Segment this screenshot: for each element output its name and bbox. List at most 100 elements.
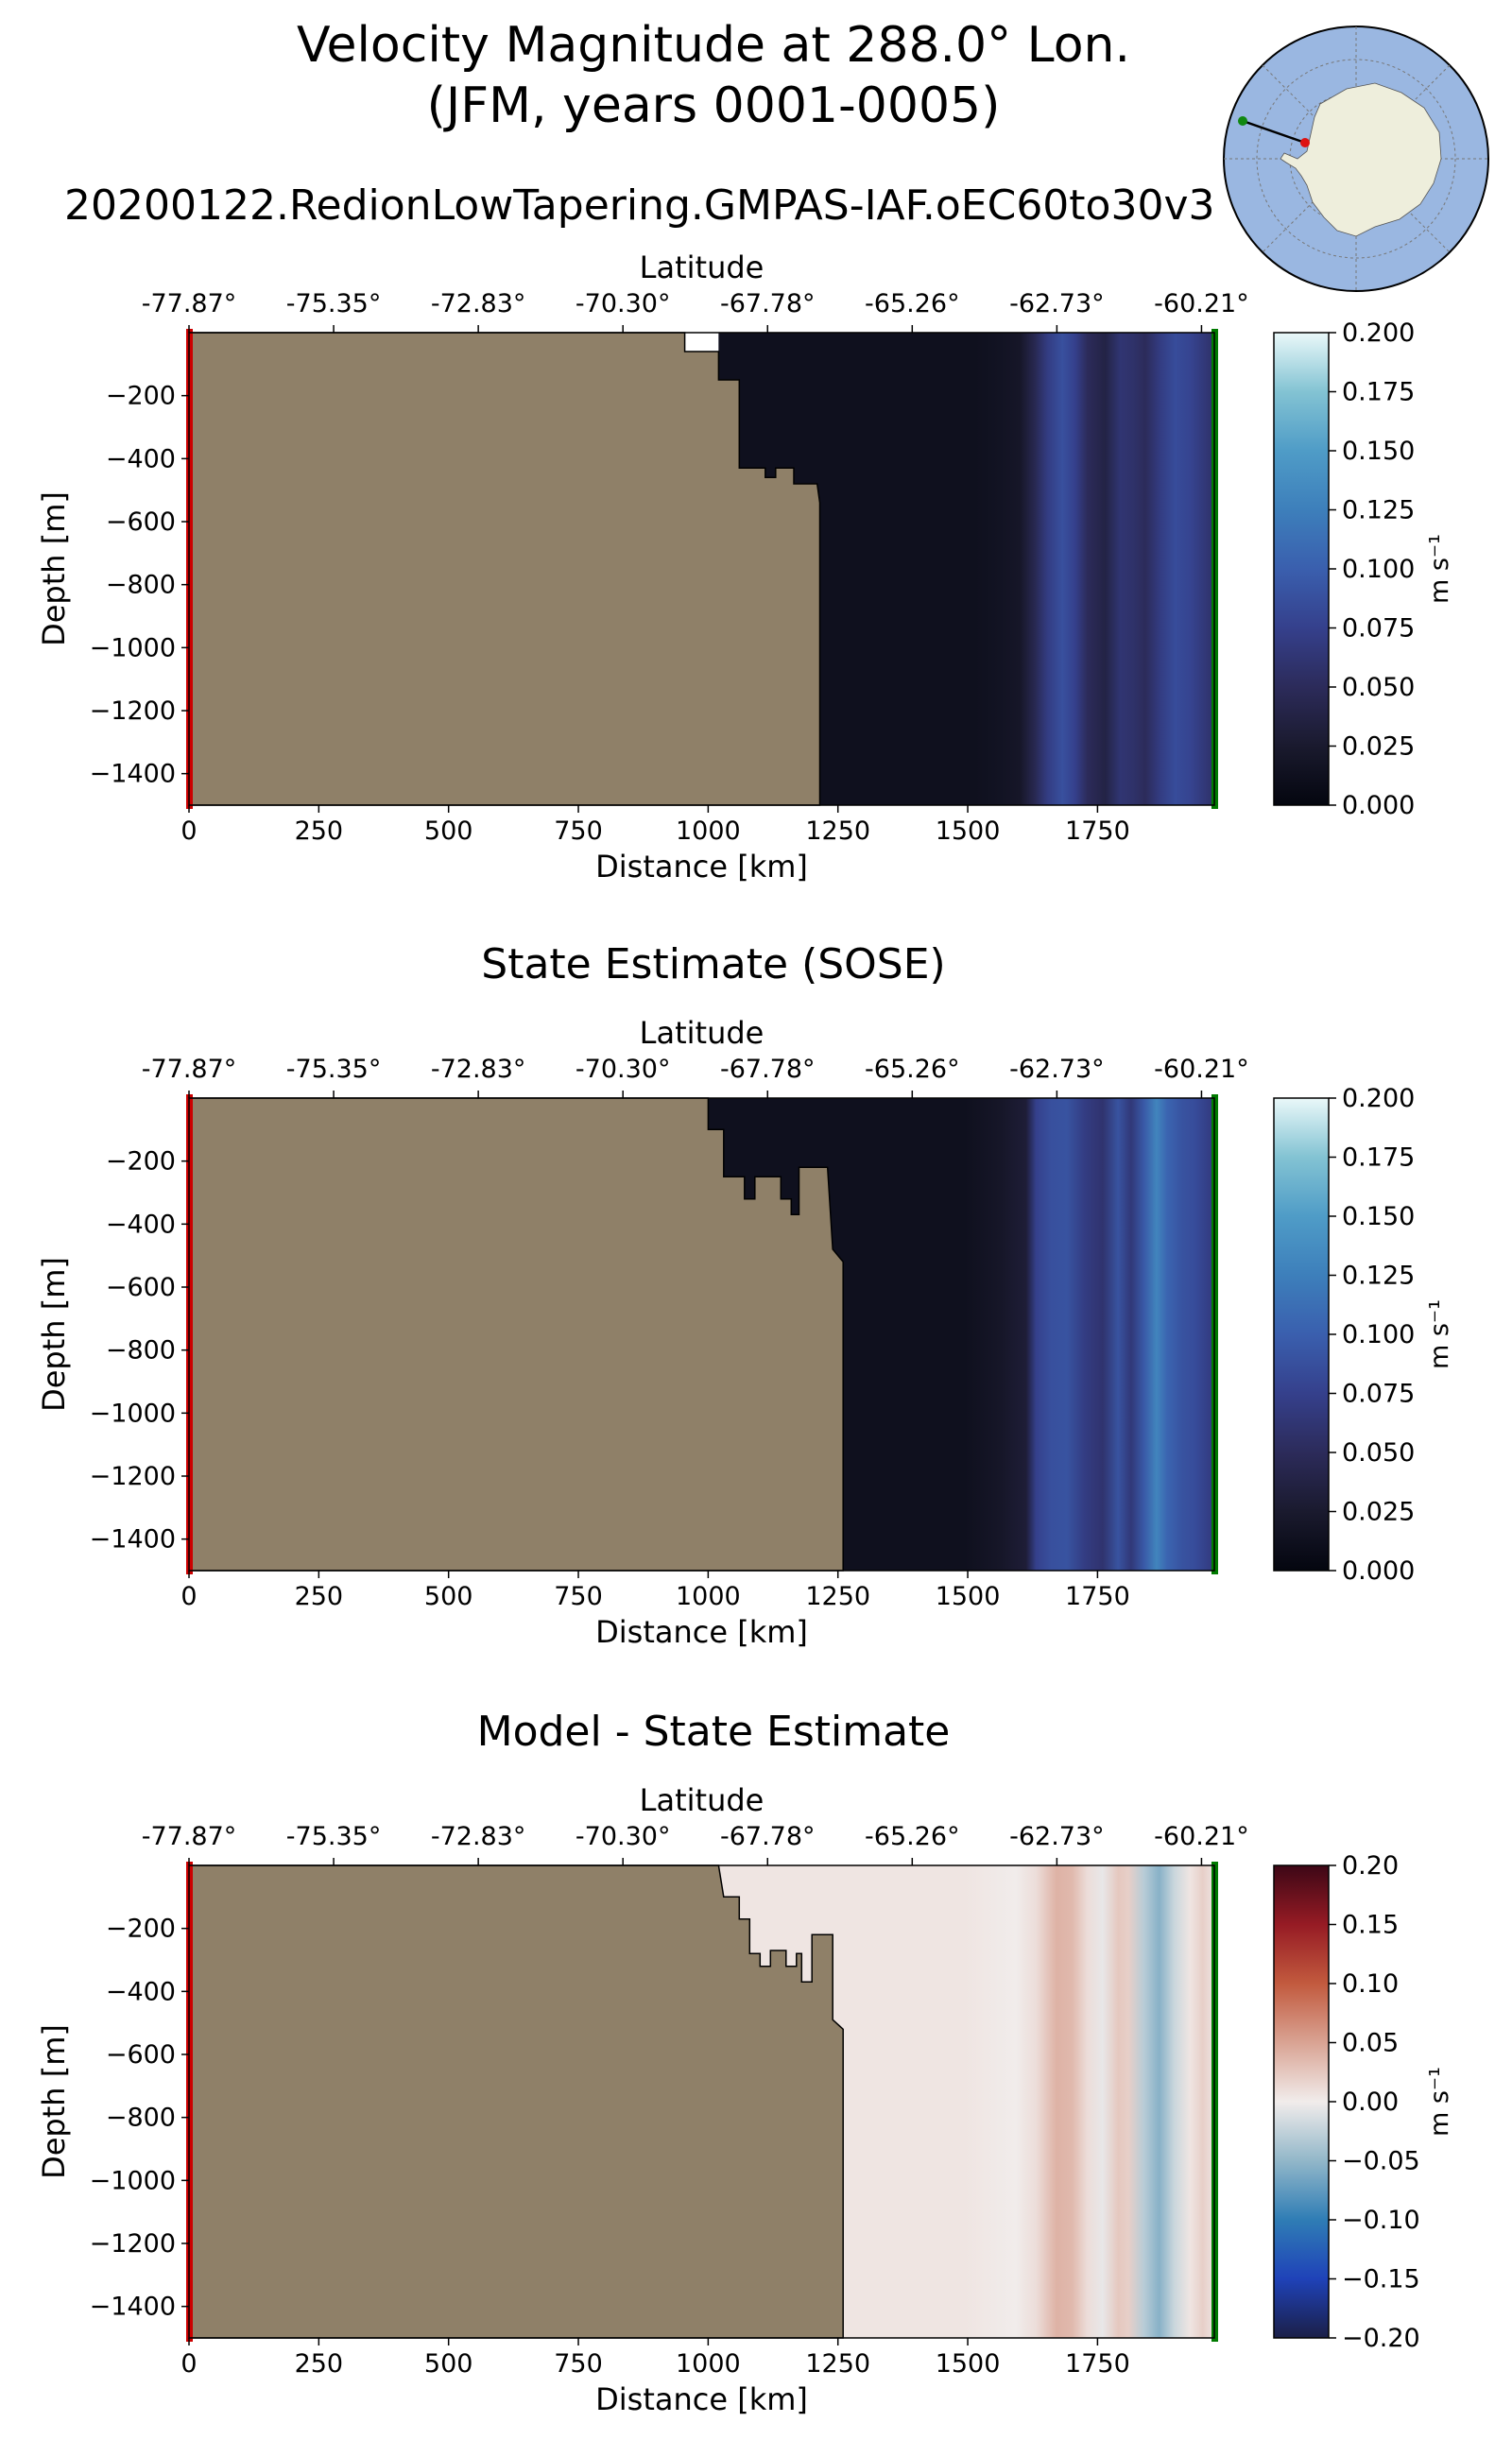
panel-title-diff: Model - State Estimate xyxy=(476,1708,951,1756)
colorbar-tick-label: 0.20 xyxy=(1342,1851,1399,1881)
velocity-field xyxy=(718,333,1214,805)
colorbar-tick-label: 0.000 xyxy=(1342,1556,1415,1586)
lat-tick-label: -65.26° xyxy=(865,1055,960,1084)
inset-transect-line xyxy=(1242,119,1306,145)
y-tick-label: −400 xyxy=(106,444,176,473)
lat-tick-label: -70.30° xyxy=(576,1822,671,1851)
y-tick-label: −200 xyxy=(106,382,176,411)
x-tick-label: 250 xyxy=(295,2349,344,2379)
figure-title-line1: Velocity Magnitude at 288.0° Lon. xyxy=(296,17,1131,74)
case-name: 20200122.RedionLowTapering.GMPAS-IAF.oEC… xyxy=(64,181,1215,230)
x-tick-label: 1750 xyxy=(1065,816,1130,846)
x-axis-label: Distance [km] xyxy=(595,1614,808,1650)
colorbar-tick-label: 0.075 xyxy=(1342,614,1415,644)
lat-tick-label: -62.73° xyxy=(1009,289,1105,318)
x-tick-label: 1250 xyxy=(805,1582,870,1611)
colorbar-tick-label: −0.15 xyxy=(1342,2265,1420,2294)
y-axis-label: Depth [m] xyxy=(36,491,72,646)
x-tick-label: 1250 xyxy=(805,2349,870,2379)
colorbar xyxy=(1273,1864,1330,2339)
colorbar-tick-label: 0.175 xyxy=(1342,1143,1415,1173)
velocity-field xyxy=(708,1865,1214,2338)
colorbar-tick-label: −0.20 xyxy=(1342,2324,1420,2353)
y-tick-label: −1000 xyxy=(90,2166,176,2195)
section-start-marker xyxy=(186,1094,193,1574)
lat-tick-label: -60.21° xyxy=(1154,1055,1249,1084)
lat-tick-label: -67.78° xyxy=(720,1822,816,1851)
lat-tick-label: -67.78° xyxy=(720,1055,816,1084)
lat-tick-label: -77.87° xyxy=(142,1055,237,1084)
lat-tick-label: -70.30° xyxy=(576,289,671,318)
y-tick-label: −1400 xyxy=(90,2293,176,2322)
lat-tick-label: -65.26° xyxy=(865,1822,960,1851)
x-tick-label: 0 xyxy=(180,816,197,846)
colorbar-tick-label: 0.10 xyxy=(1342,1969,1399,1999)
x-tick-label: 0 xyxy=(180,2349,197,2379)
y-tick-label: −1000 xyxy=(90,633,176,662)
plot-frame xyxy=(188,332,1215,806)
x-axis-label: Distance [km] xyxy=(595,2381,808,2417)
x-tick-label: 750 xyxy=(554,1582,603,1611)
chart-panel-0: 0 250 500 750 1000 1250 1500 1750 Distance [km] -… xyxy=(36,249,1454,885)
y-tick-label: −200 xyxy=(106,1915,176,1944)
chart-panel-2: 0 250 500 750 1000 1250 1500 1750 Distance [km] -… xyxy=(36,1782,1454,2417)
panel-title-sose: State Estimate (SOSE) xyxy=(481,940,946,988)
section-end-marker xyxy=(1211,1094,1218,1574)
y-tick-label: −1200 xyxy=(90,2229,176,2259)
section-end-marker xyxy=(1211,1862,1218,2342)
x-tick-label: 250 xyxy=(295,816,344,846)
y-tick-label: −1200 xyxy=(90,696,176,726)
x-tick-label: 0 xyxy=(180,1582,197,1611)
y-tick-label: −600 xyxy=(106,1273,176,1302)
colorbar-tick-label: 0.05 xyxy=(1342,2029,1399,2058)
y-tick-label: −600 xyxy=(106,507,176,537)
x-tick-label: 750 xyxy=(554,2349,603,2379)
x-tick-label: 1500 xyxy=(936,1582,1001,1611)
x-tick-label: 1750 xyxy=(1065,2349,1130,2379)
colorbar-tick-label: 0.050 xyxy=(1342,673,1415,702)
colorbar-tick-label: 0.125 xyxy=(1342,1262,1415,1291)
y-axis-label: Depth [m] xyxy=(36,1257,72,1412)
top-axis-label: Latitude xyxy=(640,249,765,285)
velocity-field xyxy=(708,1098,1214,1571)
colorbar-unit-label: m s⁻¹ xyxy=(1425,1299,1454,1369)
lat-tick-label: -75.35° xyxy=(286,1822,382,1851)
colorbar-tick-label: 0.200 xyxy=(1342,1084,1415,1113)
plot-frame xyxy=(188,1097,1215,1572)
seafloor-land xyxy=(188,1864,844,2339)
colorbar-tick-label: 0.150 xyxy=(1342,1202,1415,1231)
y-tick-label: −200 xyxy=(106,1147,176,1177)
section-end-marker xyxy=(1211,329,1218,809)
x-tick-label: 500 xyxy=(424,1582,473,1611)
x-axis-label: Distance [km] xyxy=(595,849,808,885)
x-tick-label: 1500 xyxy=(936,2349,1001,2379)
lat-tick-label: -75.35° xyxy=(286,1055,382,1084)
colorbar-tick-label: 0.15 xyxy=(1342,1911,1399,1940)
colorbar-tick-label: 0.175 xyxy=(1342,378,1415,407)
lat-tick-label: -67.78° xyxy=(720,289,816,318)
colorbar-tick-label: 0.00 xyxy=(1342,2088,1399,2117)
lat-tick-label: -60.21° xyxy=(1154,1822,1249,1851)
lat-tick-label: -70.30° xyxy=(576,1055,671,1084)
colorbar xyxy=(1273,332,1330,806)
colorbar-tick-label: −0.05 xyxy=(1342,2147,1420,2176)
y-axis-label: Depth [m] xyxy=(36,2024,72,2179)
y-tick-label: −800 xyxy=(106,1336,176,1366)
figure-title-line2: (JFM, years 0001-0005) xyxy=(426,77,1001,134)
colorbar-tick-label: 0.100 xyxy=(1342,555,1415,584)
colorbar xyxy=(1273,1097,1330,1572)
colorbar-tick-label: 0.050 xyxy=(1342,1438,1415,1468)
colorbar-unit-label: m s⁻¹ xyxy=(1425,2067,1454,2137)
y-tick-label: −600 xyxy=(106,2040,176,2070)
y-tick-label: −800 xyxy=(106,2104,176,2133)
colorbar-unit-label: m s⁻¹ xyxy=(1425,534,1454,604)
x-tick-label: 1000 xyxy=(676,1582,741,1611)
x-tick-label: 500 xyxy=(424,816,473,846)
colorbar-tick-label: 0.025 xyxy=(1342,732,1415,762)
lat-tick-label: -72.83° xyxy=(431,1822,526,1851)
x-tick-label: 1250 xyxy=(805,816,870,846)
y-tick-label: −400 xyxy=(106,1977,176,2006)
x-tick-label: 250 xyxy=(295,1582,344,1611)
y-tick-label: −1400 xyxy=(90,760,176,789)
lat-tick-label: -75.35° xyxy=(286,289,382,318)
